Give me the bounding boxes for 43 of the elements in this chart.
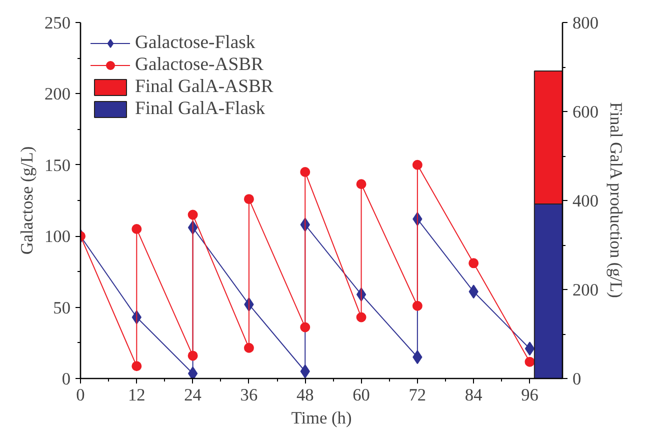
legend-label: Final GalA-ASBR <box>135 76 274 98</box>
y-tick-label: 100 <box>44 227 71 246</box>
x-tick-label: 96 <box>521 386 539 404</box>
y2-tick-label: 400 <box>572 192 598 210</box>
y-tick-label: 250 <box>44 14 71 32</box>
y-tick-label: 50 <box>53 298 70 318</box>
y-axis-title: Galactose (g/L) <box>18 146 37 255</box>
y-tick-label: 0 <box>62 370 71 388</box>
point <box>524 356 535 367</box>
legend-label: Galactose-Flask <box>135 32 256 54</box>
x-tick-label: 60 <box>352 386 370 404</box>
x-tick-label: 48 <box>296 386 314 404</box>
y-tick-label: 150 <box>44 156 71 175</box>
point <box>188 210 198 220</box>
point <box>356 312 366 322</box>
x-axis-title: Time (h) <box>291 408 352 428</box>
x-tick-label: 84 <box>464 386 483 404</box>
x-tick-label: 36 <box>240 386 258 404</box>
point <box>244 194 254 204</box>
y2-tick-label: 200 <box>572 280 598 300</box>
x-tick-label: 12 <box>128 386 146 404</box>
point <box>244 342 254 353</box>
legend-label: Galactose-ASBR <box>135 54 264 76</box>
point <box>524 342 535 356</box>
x-tick-label: 0 <box>76 386 85 404</box>
y2-tick-label: 800 <box>572 14 598 32</box>
point <box>132 224 142 234</box>
point <box>468 258 479 268</box>
y2-tick-label: 0 <box>572 370 582 388</box>
x-tick-label: 24 <box>184 386 202 404</box>
point <box>188 366 198 378</box>
point <box>412 300 422 311</box>
y2-tick-label: 600 <box>572 102 598 122</box>
legend-label: Final GalA-Flask <box>135 98 266 120</box>
point <box>300 167 310 178</box>
point <box>412 160 422 170</box>
point <box>132 361 142 372</box>
x-tick-label: 72 <box>408 386 426 404</box>
point <box>300 322 310 332</box>
y-tick-label: 200 <box>44 84 71 104</box>
point <box>356 179 366 190</box>
y2-axis-title: Final GalA production (g/L) <box>606 102 626 298</box>
point <box>188 350 198 361</box>
